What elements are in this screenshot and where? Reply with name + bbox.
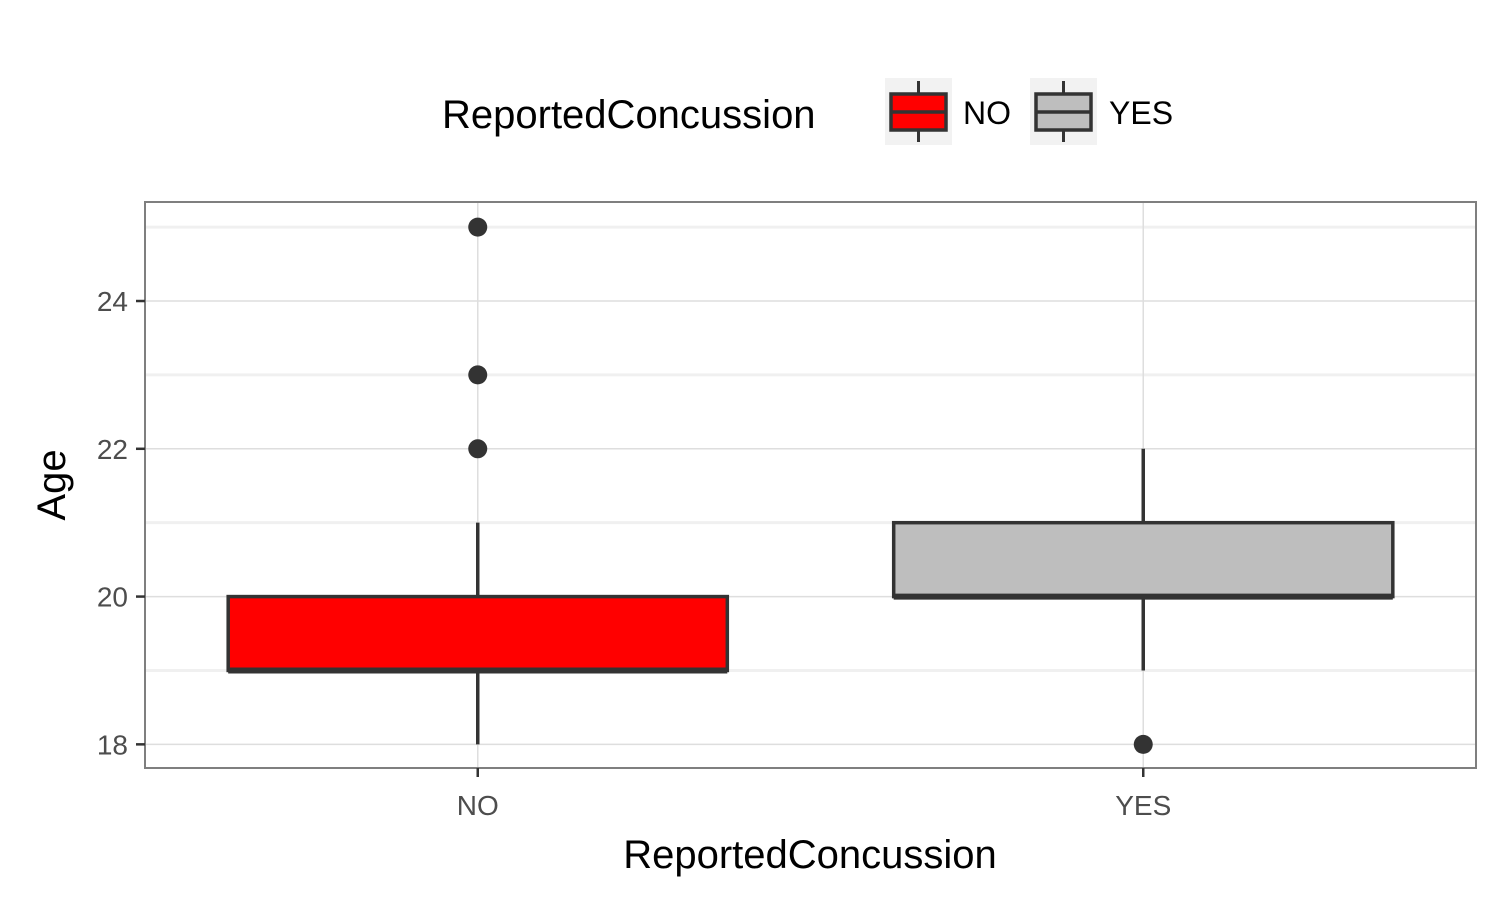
legend-entry-yes: YES: [1030, 78, 1173, 145]
legend-label: NO: [963, 95, 1011, 131]
box-group-yes: [891, 448, 1395, 754]
box: [891, 520, 1395, 599]
y-tick-label: 18: [97, 729, 128, 760]
x-tick-label: NO: [457, 790, 499, 821]
legend-label: YES: [1109, 95, 1173, 131]
plot-border: [144, 201, 1477, 769]
outlier-point: [468, 365, 488, 385]
x-tick-label: YES: [1115, 790, 1171, 821]
legend: ReportedConcussion NO YES: [442, 78, 1173, 145]
y-axis-title: Age: [30, 449, 74, 520]
boxes: [226, 217, 1395, 754]
plot-panel: [145, 202, 1476, 768]
x-axis: NO YES: [457, 768, 1171, 821]
y-tick-label: 24: [97, 286, 128, 317]
x-axis-title: ReportedConcussion: [623, 833, 997, 877]
box: [226, 594, 730, 673]
outlier-point: [468, 439, 488, 459]
y-axis: 18 20 22 24: [97, 286, 145, 760]
outlier-point: [468, 217, 488, 237]
y-tick-label: 20: [97, 582, 128, 613]
legend-entry-no: NO: [885, 78, 1011, 145]
legend-title: ReportedConcussion: [442, 93, 816, 137]
y-tick-label: 22: [97, 434, 128, 465]
outlier-point: [1133, 734, 1153, 754]
box-group-no: [226, 217, 730, 745]
